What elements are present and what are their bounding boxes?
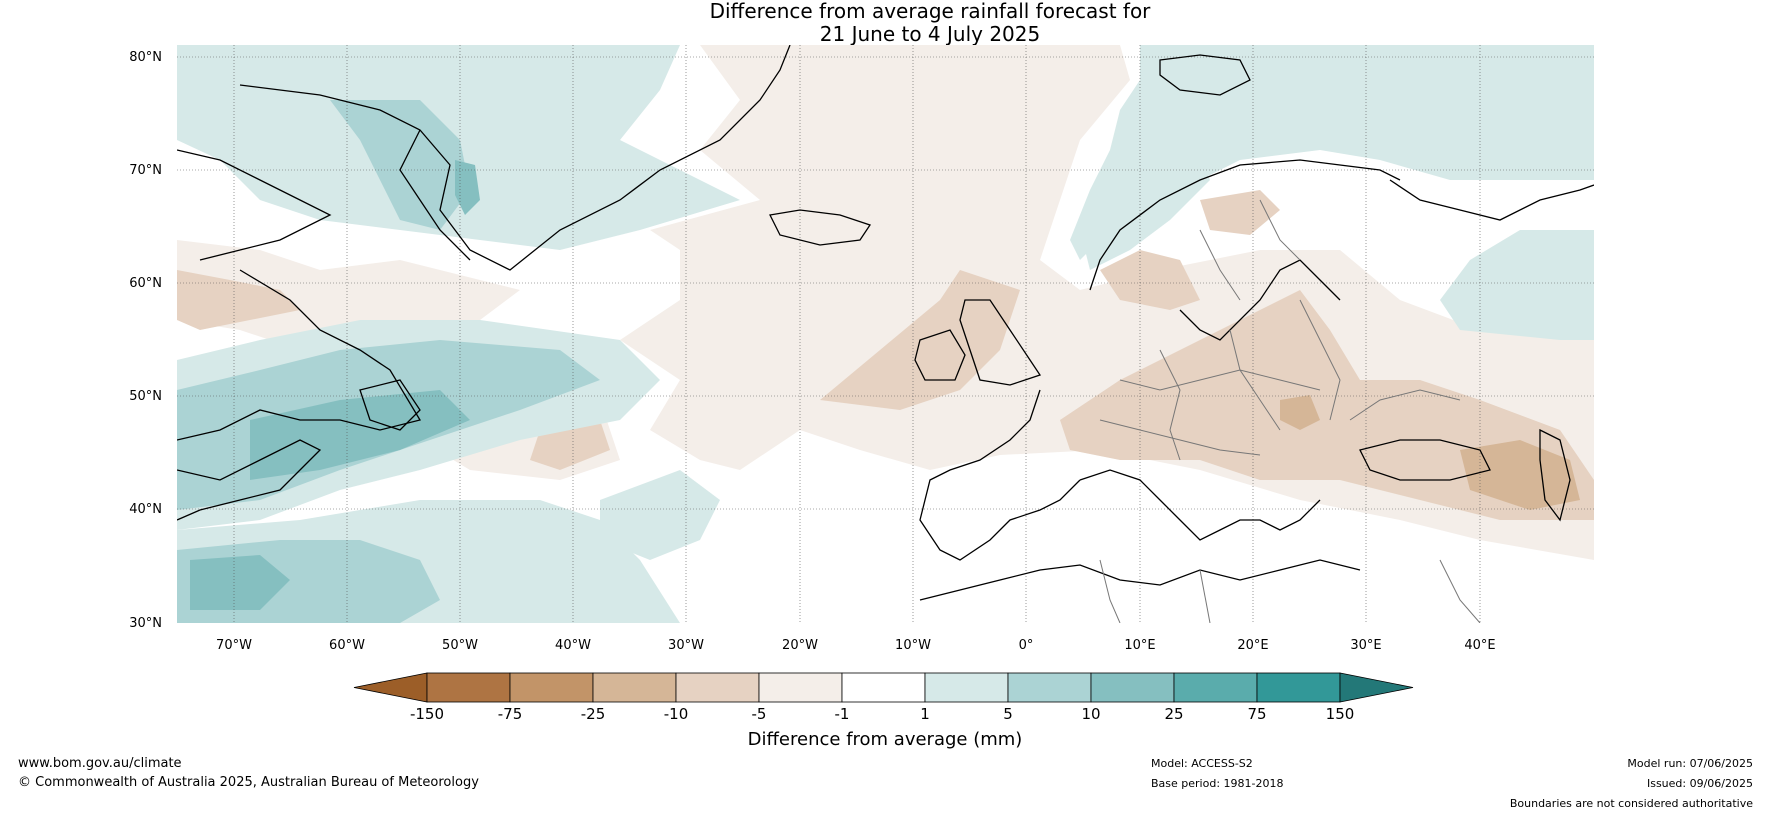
- colorbar-tick-label: -75: [498, 705, 523, 723]
- model-run-date: Model run: 07/06/2025: [1627, 757, 1753, 770]
- title-line-1: Difference from average rainfall forecas…: [709, 0, 1151, 23]
- lon-label-20e: 20°E: [1237, 638, 1268, 653]
- footer-model-info: Model: ACCESS-S2 Base period: 1981-2018: [1151, 754, 1283, 794]
- longitude-labels: 70°W 60°W 50°W 40°W 30°W 20°W 10°W 0° 10…: [216, 638, 1496, 653]
- lat-label-60: 60°N: [129, 276, 162, 291]
- latitude-labels: 80°N 70°N 60°N 50°N 40°N 30°N: [129, 50, 162, 631]
- country-borders: [1099, 199, 1481, 623]
- anomaly-region-barents-wet: [1070, 45, 1594, 340]
- colorbar-tick-label: -10: [664, 705, 689, 723]
- lat-label-50: 50°N: [129, 389, 162, 404]
- anomaly-region-finland-tan: [1200, 190, 1280, 235]
- labrador-coast: [177, 269, 422, 441]
- colorbar-segment: [758, 672, 843, 703]
- colorbar-segment: [509, 672, 594, 703]
- model-name: Model: ACCESS-S2: [1151, 757, 1253, 770]
- colorbar-tick-label: 5: [1003, 705, 1013, 723]
- caspian-coast: [1539, 428, 1571, 522]
- footer-left: www.bom.gov.au/climate © Commonwealth of…: [18, 754, 479, 792]
- colorbar-tick-label: 1: [920, 705, 930, 723]
- rainfall-anomaly-contours: [177, 45, 1594, 623]
- lon-label-10e: 10°E: [1124, 638, 1155, 653]
- lon-label-30e: 30°E: [1350, 638, 1381, 653]
- black-sea-coast: [1359, 439, 1491, 481]
- anomaly-region-europe-tan: [1060, 290, 1594, 520]
- lat-label-80: 80°N: [129, 50, 162, 65]
- lon-label-70w: 70°W: [216, 638, 252, 653]
- map-panel: [177, 45, 1594, 623]
- britain-coast: [959, 299, 1042, 386]
- colorbar-segment: [592, 672, 677, 703]
- colorbar-label: Difference from average (mm): [748, 729, 1023, 750]
- lat-label-70: 70°N: [129, 163, 162, 178]
- africa-north-coast: [919, 559, 1361, 601]
- colorbar-segment: [1256, 672, 1341, 703]
- colorbar-segment: [924, 672, 1009, 703]
- colorbar-tick-label: 25: [1164, 705, 1183, 723]
- lon-label-0: 0°: [1019, 638, 1034, 653]
- colorbar-segment: [675, 672, 760, 703]
- copyright-notice: © Commonwealth of Australia 2025, Austra…: [18, 775, 479, 790]
- lon-label-10w: 10°W: [895, 638, 931, 653]
- base-period: Base period: 1981-2018: [1151, 777, 1284, 790]
- colorbar-segment: [1173, 672, 1258, 703]
- anomaly-region-azores-wet: [600, 470, 720, 560]
- svalbard-coast: [1159, 54, 1251, 96]
- colorbar-segment: [1007, 672, 1092, 703]
- baltic-coast: [1179, 259, 1341, 341]
- colorbar-tick-label: -1: [835, 705, 850, 723]
- russia-arctic-coast: [1389, 179, 1594, 221]
- anomaly-region-scandinavia-tan: [1100, 250, 1200, 310]
- title-line-2: 21 June to 4 July 2025: [819, 22, 1041, 46]
- lon-label-20w: 20°W: [782, 638, 818, 653]
- colorbar-legend: -150 -75 -25 -10 -5 -1 1 5 10 25 75 150: [353, 672, 1414, 723]
- lat-label-40: 40°N: [129, 502, 162, 517]
- colorbar-tick-label: -5: [752, 705, 767, 723]
- anomaly-region-caspian-dark-tan: [1460, 440, 1580, 510]
- colorbar-tick-label: -25: [581, 705, 606, 723]
- anomaly-region-norway-coast-wet: [1080, 160, 1210, 270]
- boundaries-disclaimer: Boundaries are not considered authoritat…: [1509, 797, 1753, 810]
- greenland-coast: [239, 45, 791, 271]
- anomaly-region-labrador-tan: [177, 270, 300, 330]
- colorbar-tick-label: -150: [410, 705, 444, 723]
- colorbar-tick-label: 75: [1247, 705, 1266, 723]
- footer-run-info: Model run: 07/06/2025 Issued: 09/06/2025…: [1510, 754, 1753, 814]
- lat-label-30: 30°N: [129, 616, 162, 631]
- colorbar-segment: [841, 672, 926, 703]
- anomaly-region-southwest-wet-3: [190, 555, 290, 610]
- baffin-coast: [177, 149, 332, 261]
- lon-label-60w: 60°W: [329, 638, 365, 653]
- website-link[interactable]: www.bom.gov.au/climate: [18, 756, 182, 771]
- anomaly-region-balkans-dark-tan: [1280, 395, 1320, 430]
- norway-coast: [1089, 159, 1401, 291]
- anomaly-region-greenland-wet-2: [330, 100, 470, 230]
- colorbar-tick-label: 150: [1326, 705, 1355, 723]
- colorbar-segment: [426, 672, 511, 703]
- iceland-coast: [769, 209, 872, 246]
- europe-west-coast: [919, 389, 1081, 561]
- issued-date: Issued: 09/06/2025: [1646, 777, 1753, 790]
- greenland-west-coast: [399, 129, 471, 261]
- ireland-coast: [914, 329, 966, 381]
- north-america-east-coast: [177, 439, 322, 521]
- anomaly-region-greenland-wet-3: [455, 160, 480, 215]
- lon-label-40w: 40°W: [555, 638, 591, 653]
- lon-label-40e: 40°E: [1464, 638, 1495, 653]
- map-title: Difference from average rainfall forecas…: [0, 0, 1770, 46]
- lon-label-30w: 30°W: [668, 638, 704, 653]
- newfoundland-coast: [359, 379, 421, 431]
- colorbar-extension-high: [1339, 672, 1414, 703]
- mediterranean-north-coast: [1079, 469, 1321, 541]
- colorbar-segment: [1090, 672, 1175, 703]
- coastlines: [177, 45, 1594, 601]
- lon-label-50w: 50°W: [442, 638, 478, 653]
- colorbar-extension-low: [353, 672, 428, 703]
- graticule: [177, 45, 1594, 623]
- colorbar-tick-label: 10: [1081, 705, 1100, 723]
